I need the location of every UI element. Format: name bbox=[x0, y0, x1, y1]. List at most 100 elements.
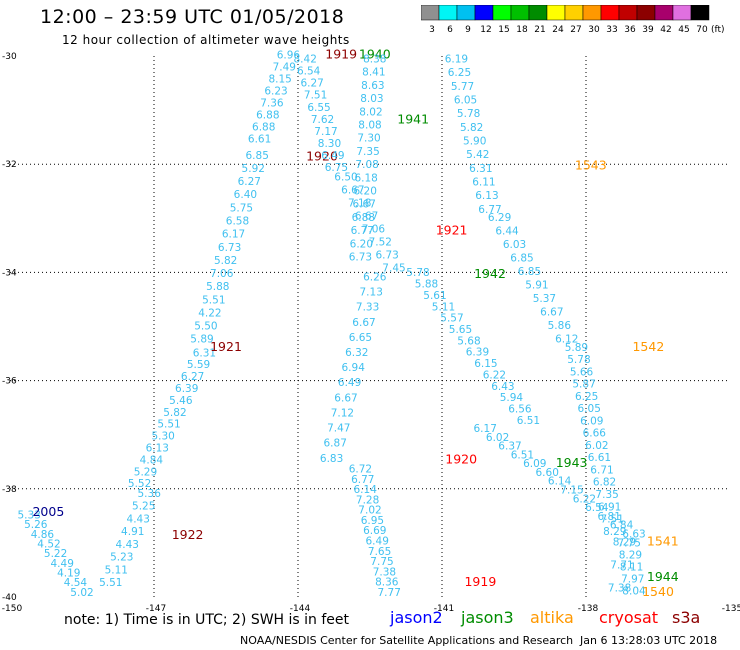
wave-height-value: 6.22 bbox=[573, 493, 596, 505]
wave-height-value: 7.97 bbox=[621, 573, 644, 585]
lat-tick-label: -38 bbox=[2, 485, 17, 495]
wave-height-value: 7.38 bbox=[373, 566, 396, 578]
wave-height-value: 6.49 bbox=[338, 377, 361, 389]
wave-height-value: 6.81 bbox=[598, 511, 621, 523]
wave-height-value: 6.85 bbox=[518, 266, 541, 278]
wave-height-value: 7.75 bbox=[370, 556, 393, 568]
wave-height-value: 6.61 bbox=[588, 452, 611, 464]
pass-time-label: 1941 bbox=[397, 112, 429, 127]
wave-height-value: 7.30 bbox=[357, 133, 380, 145]
pass-time-label: 2005 bbox=[32, 504, 64, 519]
wave-height-value: 6.84 bbox=[610, 520, 634, 532]
wave-height-value: 5.36 bbox=[138, 488, 162, 500]
wave-height-value: 6.69 bbox=[363, 525, 386, 537]
wave-height-value: 6.25 bbox=[575, 391, 598, 403]
wave-height-value: 7.51 bbox=[601, 514, 624, 526]
wave-height-value: 6.27 bbox=[181, 371, 204, 383]
satellite-pass: 6.315.596.276.395.465.825.515.306.134.84… bbox=[128, 339, 242, 490]
wave-height-value: 5.82 bbox=[460, 122, 483, 134]
wave-height-value: 5.82 bbox=[214, 255, 237, 267]
wave-height-value: 5.26 bbox=[24, 519, 48, 531]
wave-height-value: 7.15 bbox=[560, 485, 583, 497]
wave-height-value: 7.45 bbox=[382, 262, 405, 274]
wave-height-value: 6.61 bbox=[248, 134, 271, 146]
wave-height-value: 6.13 bbox=[475, 190, 498, 202]
lon-tick-label: -138 bbox=[578, 604, 599, 612]
pass-time-label: 1919 bbox=[325, 47, 357, 62]
wave-height-value: 6.77 bbox=[478, 204, 501, 216]
satellite-pass: 6.726.776.147.287.026.956.696.497.657.75… bbox=[349, 464, 497, 599]
wave-height-value: 6.71 bbox=[590, 464, 613, 476]
wave-height-value: 6.72 bbox=[349, 464, 372, 476]
wave-height-value: 6.51 bbox=[511, 449, 534, 461]
wave-height-value: 6.20 bbox=[354, 185, 377, 197]
wave-height-value: 5.87 bbox=[572, 379, 595, 391]
wave-height-value: 6.66 bbox=[583, 428, 607, 440]
wave-height-value: 6.50 bbox=[334, 171, 357, 183]
pass-time-label: 1922 bbox=[172, 527, 204, 542]
wave-height-value: 6.12 bbox=[555, 334, 578, 346]
wave-height-value: 5.50 bbox=[194, 321, 217, 333]
wave-height-value: 5.90 bbox=[463, 136, 486, 148]
color-tick-label: 27 bbox=[570, 25, 581, 35]
wave-height-value: 5.33 bbox=[18, 510, 41, 522]
wave-height-value: 6.95 bbox=[361, 515, 384, 527]
wave-height-value: 5.78 bbox=[457, 108, 480, 120]
wave-height-value: 6.37 bbox=[498, 441, 521, 453]
wave-height-value: 8.04 bbox=[622, 585, 646, 597]
wave-height-value: 6.14 bbox=[354, 484, 378, 496]
wave-height-value: 7.12 bbox=[331, 407, 354, 419]
wave-height-value: 6.55 bbox=[307, 102, 330, 114]
wave-height-value: 7.47 bbox=[327, 423, 350, 435]
wave-height-value: 6.31 bbox=[469, 163, 492, 175]
wave-height-value: 6.88 bbox=[256, 110, 279, 122]
wave-height-value: 6.85 bbox=[246, 150, 269, 162]
pass-time-label: 1921 bbox=[210, 339, 242, 354]
wave-height-value: 7.65 bbox=[368, 546, 391, 558]
wave-height-value: 6.22 bbox=[483, 369, 506, 381]
wave-height-value: 8.11 bbox=[620, 561, 643, 573]
wave-height-value: 5.75 bbox=[230, 202, 253, 214]
wave-height-value: 7.62 bbox=[311, 114, 334, 126]
wave-height-value: 5.11 bbox=[432, 301, 455, 313]
wave-height-value: 6.87 bbox=[324, 438, 347, 450]
wave-height-value: 6.03 bbox=[503, 239, 526, 251]
wave-height-value: 4.84 bbox=[140, 454, 164, 466]
wave-height-value: 5.22 bbox=[44, 548, 67, 560]
wave-height-value: 6.11 bbox=[472, 177, 495, 189]
wave-height-value: 5.51 bbox=[202, 294, 225, 306]
satellite-pass: 6.176.026.376.516.096.606.147.156.226.54… bbox=[474, 423, 646, 540]
lat-tick-label: -40 bbox=[2, 593, 17, 603]
wave-height-value: 7.49 bbox=[273, 62, 296, 74]
lat-tick-label: -34 bbox=[2, 268, 17, 278]
credit-line: NOAA/NESDIS Center for Satellite Applica… bbox=[240, 634, 574, 647]
wave-height-value: 8.15 bbox=[268, 74, 291, 86]
satellite-pass: 8.426.546.277.516.557.627.178.306.496.75… bbox=[294, 47, 391, 175]
wave-height-value: 8.29 bbox=[619, 550, 642, 562]
wave-height-value: 6.09 bbox=[580, 415, 603, 427]
wave-height-value: 6.54 bbox=[297, 66, 321, 78]
wave-height-value: 8.63 bbox=[361, 80, 384, 92]
wave-height-value: 7.06 bbox=[210, 268, 234, 280]
satellite-pass: 6.855.926.276.405.756.58 6.176.735.827.06… bbox=[190, 148, 338, 345]
wave-height-value: 7.35 bbox=[356, 146, 379, 158]
wave-height-value: 8.38 bbox=[363, 53, 386, 65]
color-tick-label: 3 bbox=[429, 25, 435, 35]
wave-height-value: 6.20 bbox=[350, 238, 373, 250]
satellite-pass: 6.26 7.13 7.33 6.67 6.65 6.32 6.94 6.49 6.67 7.12… bbox=[320, 272, 477, 467]
wave-height-value: 6.54 bbox=[585, 502, 609, 514]
wave-height-value: 8.42 bbox=[294, 53, 317, 65]
wave-height-value: 8.29 bbox=[613, 537, 636, 549]
satellite-pass: 8.297.717.38 1540 bbox=[608, 537, 674, 599]
wave-height-value: 6.27 bbox=[238, 176, 261, 188]
satellite-pass: 6.19 6.25 5.77 6.055.78 5.82 5.905.42 6.31 6.11… bbox=[445, 53, 607, 215]
wave-height-value: 7.02 bbox=[358, 505, 381, 517]
wave-height-value: 5.61 bbox=[423, 290, 446, 302]
pass-time-label: 1942 bbox=[474, 266, 506, 281]
wave-height-value: 6.73 bbox=[218, 242, 241, 254]
page-subtitle: 12 hour collection of altimeter wave hei… bbox=[62, 33, 350, 47]
pass-time-label: 1540 bbox=[642, 584, 674, 599]
wave-height-value: 6.67 bbox=[341, 184, 364, 196]
